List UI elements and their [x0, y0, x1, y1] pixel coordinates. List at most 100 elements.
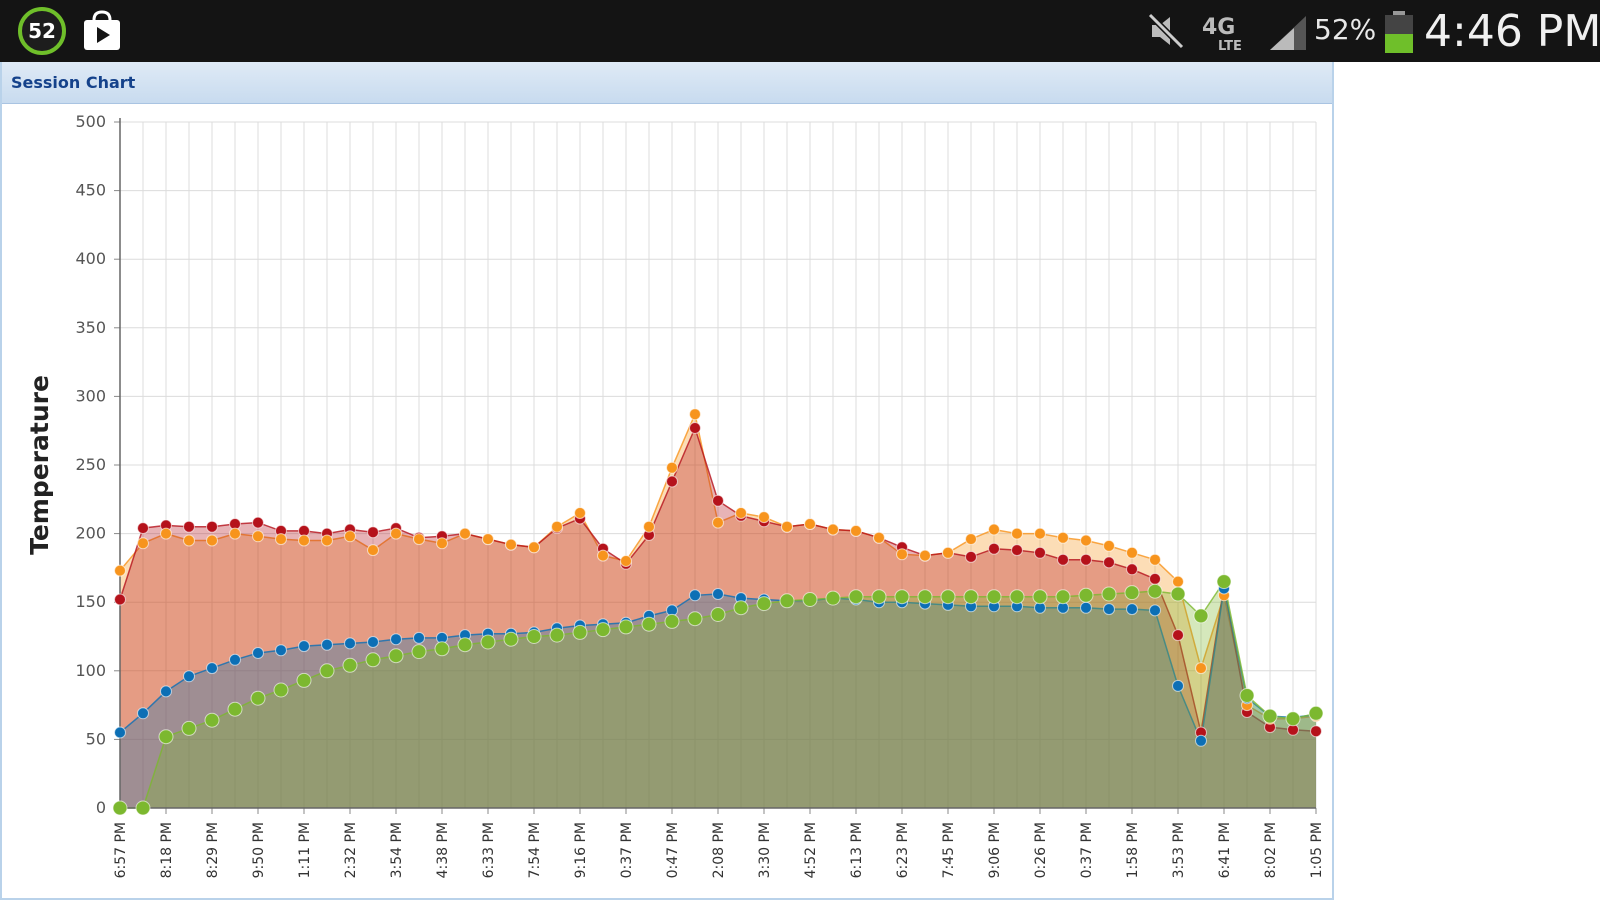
data-point-series-3[interactable]: [365, 652, 381, 668]
data-point-series-0[interactable]: [436, 537, 448, 550]
data-point-series-3[interactable]: [273, 682, 289, 698]
data-point-series-3[interactable]: [1078, 587, 1094, 603]
data-point-series-0[interactable]: [321, 534, 333, 547]
data-point-series-0[interactable]: [1080, 534, 1092, 547]
data-point-series-2[interactable]: [160, 685, 172, 698]
data-point-series-0[interactable]: [620, 555, 632, 567]
data-point-series-3[interactable]: [848, 589, 864, 605]
data-point-series-0[interactable]: [482, 533, 494, 546]
data-point-series-3[interactable]: [1009, 589, 1025, 605]
data-point-series-3[interactable]: [227, 701, 243, 717]
data-point-series-0[interactable]: [229, 527, 241, 540]
data-point-series-1[interactable]: [1011, 544, 1023, 557]
data-point-series-0[interactable]: [1149, 553, 1161, 566]
data-point-series-2[interactable]: [344, 637, 356, 650]
data-point-series-1[interactable]: [1126, 563, 1138, 576]
data-point-series-0[interactable]: [1057, 531, 1069, 544]
data-point-series-2[interactable]: [183, 670, 195, 683]
data-point-series-0[interactable]: [1126, 546, 1138, 559]
data-point-series-2[interactable]: [275, 644, 287, 657]
data-point-series-1[interactable]: [1057, 553, 1069, 566]
data-point-series-1[interactable]: [252, 516, 264, 529]
data-point-series-3[interactable]: [940, 589, 956, 605]
data-point-series-0[interactable]: [965, 533, 977, 546]
data-point-series-3[interactable]: [825, 590, 841, 606]
data-point-series-0[interactable]: [413, 533, 425, 546]
data-point-series-1[interactable]: [965, 550, 977, 563]
data-point-series-3[interactable]: [1308, 705, 1324, 721]
data-point-series-3[interactable]: [894, 589, 910, 605]
data-point-series-1[interactable]: [712, 494, 724, 507]
data-point-series-2[interactable]: [1172, 679, 1184, 692]
data-point-series-3[interactable]: [549, 627, 565, 643]
data-point-series-3[interactable]: [1193, 608, 1209, 624]
data-point-series-3[interactable]: [181, 720, 197, 736]
data-point-series-2[interactable]: [367, 636, 379, 648]
data-point-series-3[interactable]: [112, 800, 128, 816]
data-point-series-2[interactable]: [1126, 603, 1138, 616]
data-point-series-0[interactable]: [735, 507, 747, 519]
data-point-series-3[interactable]: [756, 596, 772, 612]
data-point-series-3[interactable]: [503, 631, 519, 647]
data-point-series-2[interactable]: [413, 631, 425, 644]
data-point-series-0[interactable]: [988, 523, 1000, 536]
data-point-series-3[interactable]: [158, 729, 174, 745]
data-point-series-1[interactable]: [1103, 556, 1115, 569]
data-point-series-1[interactable]: [666, 475, 678, 488]
data-point-series-3[interactable]: [1216, 574, 1232, 590]
data-point-series-3[interactable]: [457, 637, 473, 653]
data-point-series-1[interactable]: [988, 542, 1000, 555]
data-point-series-3[interactable]: [342, 657, 358, 673]
data-point-series-0[interactable]: [367, 544, 379, 557]
data-point-series-2[interactable]: [137, 707, 149, 720]
data-point-series-3[interactable]: [802, 592, 818, 607]
data-point-series-2[interactable]: [252, 647, 264, 659]
data-point-series-3[interactable]: [319, 663, 335, 679]
data-point-series-3[interactable]: [779, 593, 795, 609]
data-point-series-2[interactable]: [712, 588, 724, 600]
data-point-series-0[interactable]: [1195, 662, 1207, 675]
data-point-series-0[interactable]: [114, 564, 126, 577]
data-point-series-3[interactable]: [618, 619, 634, 635]
data-point-series-3[interactable]: [664, 613, 680, 629]
data-point-series-0[interactable]: [712, 516, 724, 529]
data-point-series-3[interactable]: [480, 634, 496, 650]
data-point-series-2[interactable]: [1195, 734, 1207, 747]
data-point-series-3[interactable]: [871, 589, 887, 605]
data-point-series-0[interactable]: [459, 527, 471, 540]
data-point-series-3[interactable]: [733, 600, 749, 616]
data-point-series-0[interactable]: [827, 523, 839, 536]
data-point-series-3[interactable]: [388, 648, 404, 664]
data-point-series-3[interactable]: [1147, 583, 1163, 599]
data-point-series-0[interactable]: [758, 511, 770, 524]
data-point-series-1[interactable]: [689, 422, 701, 434]
data-point-series-1[interactable]: [206, 520, 218, 533]
data-point-series-3[interactable]: [296, 672, 312, 688]
data-point-series-3[interactable]: [1285, 711, 1301, 727]
data-point-series-3[interactable]: [434, 641, 450, 657]
data-point-series-3[interactable]: [710, 607, 726, 622]
data-point-series-3[interactable]: [1101, 586, 1117, 602]
data-point-series-3[interactable]: [963, 589, 979, 605]
data-point-series-3[interactable]: [411, 644, 427, 660]
data-point-series-3[interactable]: [1124, 585, 1140, 601]
data-point-series-0[interactable]: [528, 541, 540, 554]
data-point-series-0[interactable]: [919, 549, 931, 562]
data-point-series-0[interactable]: [275, 533, 287, 546]
data-point-series-0[interactable]: [896, 548, 908, 561]
data-point-series-1[interactable]: [1080, 553, 1092, 566]
data-point-series-1[interactable]: [367, 526, 379, 539]
data-point-series-0[interactable]: [597, 549, 609, 562]
data-point-series-3[interactable]: [641, 616, 657, 632]
data-point-series-1[interactable]: [114, 593, 126, 606]
data-point-series-2[interactable]: [114, 726, 126, 739]
data-point-series-2[interactable]: [1080, 601, 1092, 614]
data-point-series-2[interactable]: [689, 589, 701, 602]
data-point-series-0[interactable]: [643, 520, 655, 533]
data-point-series-0[interactable]: [804, 518, 816, 530]
data-point-series-0[interactable]: [850, 524, 862, 537]
data-point-series-0[interactable]: [252, 530, 264, 543]
data-point-series-0[interactable]: [873, 531, 885, 544]
data-point-series-0[interactable]: [942, 546, 954, 559]
data-point-series-2[interactable]: [1103, 603, 1115, 616]
